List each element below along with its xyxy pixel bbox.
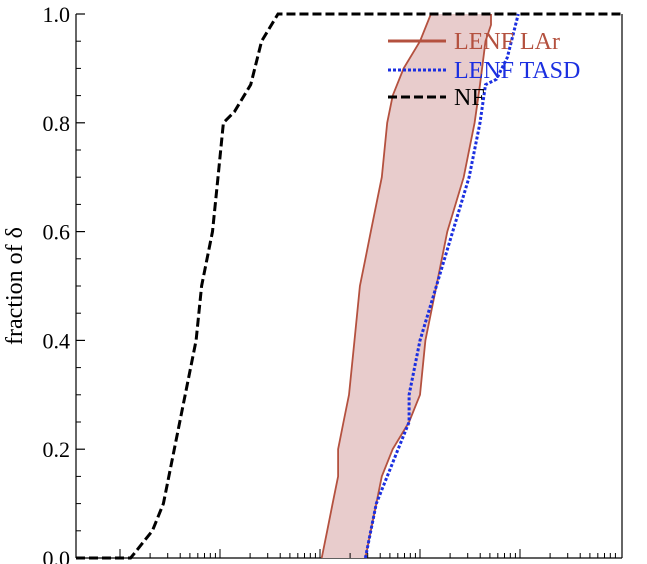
tasd-series-line <box>363 13 520 559</box>
y-tick-label: 0.2 <box>43 437 71 462</box>
x-axis <box>119 549 616 558</box>
y-tick-label: 0.8 <box>43 111 71 136</box>
lar-band-fill <box>321 14 491 558</box>
legend-label: LENF TASD <box>454 58 580 84</box>
y-tick-label: 1.0 <box>43 2 71 27</box>
y-tick-label: 0.6 <box>43 220 71 245</box>
series-layer <box>76 12 622 560</box>
y-axis: 0.0 0.2 0.4 0.6 0.8 1.0 <box>43 2 85 564</box>
y-tick-label: 0.4 <box>43 328 71 353</box>
nf-series-line <box>76 12 622 560</box>
y-tick-label: 0.0 <box>43 546 71 564</box>
y-axis-title: fraction of δ <box>2 227 28 345</box>
legend-label: LENF LAr <box>454 29 560 55</box>
legend-label: NF <box>454 85 485 111</box>
lar-band-lower-edge <box>320 13 432 559</box>
